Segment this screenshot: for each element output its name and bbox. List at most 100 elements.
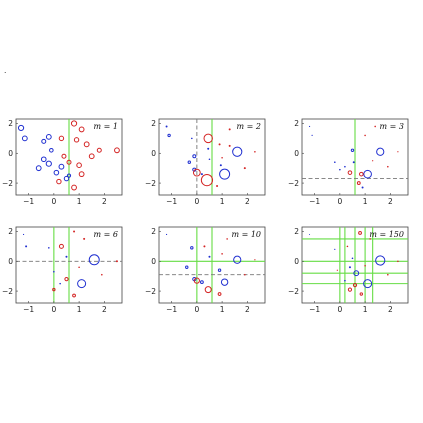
- data-point-blue: [21, 135, 28, 142]
- data-point-red: [73, 137, 80, 143]
- data-point-red: [218, 143, 221, 146]
- panel-5: −1 0 1 2 −2 0 2 m = 10: [145, 226, 266, 314]
- data-point-red: [372, 160, 374, 162]
- data-point-red: [101, 273, 103, 276]
- data-point-red: [78, 266, 80, 269]
- data-point-blue: [350, 148, 355, 152]
- data-point-blue: [344, 165, 346, 168]
- data-point-red: [76, 162, 82, 168]
- x-tick-label: 2: [102, 305, 107, 314]
- y-tick-label: 2: [294, 119, 299, 128]
- x-tick-label: −1: [166, 305, 177, 314]
- data-point-red: [254, 259, 256, 261]
- y-tick-label: 0: [294, 149, 299, 158]
- y-tick-label: 0: [151, 149, 156, 158]
- data-point-blue: [219, 168, 231, 180]
- data-point-red: [359, 171, 364, 177]
- y-tick-label: 0: [8, 149, 13, 158]
- data-point-red: [374, 125, 376, 128]
- data-point-red: [115, 260, 118, 263]
- y-tick-label: −2: [2, 287, 13, 296]
- data-point-blue: [208, 158, 211, 161]
- data-point-red: [364, 264, 366, 267]
- data-point-blue: [363, 169, 372, 179]
- data-point-blue: [344, 279, 346, 282]
- data-point-blue: [361, 186, 364, 189]
- data-point-blue: [200, 280, 204, 285]
- x-tick-label: 2: [388, 305, 393, 314]
- data-point-red: [58, 243, 64, 249]
- data-point-blue: [309, 233, 311, 235]
- data-point-blue: [88, 254, 100, 266]
- iteration-label: m = 2: [237, 122, 261, 131]
- data-point-blue: [41, 138, 47, 144]
- data-point-red: [72, 293, 76, 298]
- data-point-blue: [351, 257, 354, 260]
- iteration-label: m = 150: [369, 230, 404, 239]
- data-point-blue: [334, 248, 336, 250]
- y-tick-label: 0: [294, 257, 299, 266]
- x-tick-label: 0: [337, 305, 342, 314]
- x-tick-label: −1: [166, 197, 177, 206]
- data-point-red: [352, 283, 358, 288]
- panel-3: −1 0 1 2 −2 0 2 m = 3: [288, 118, 409, 206]
- data-point-red: [364, 134, 366, 137]
- data-point-blue: [363, 279, 373, 289]
- x-tick-label: 0: [51, 305, 56, 314]
- y-tick-label: 0: [8, 257, 13, 266]
- data-point-blue: [59, 282, 61, 285]
- data-point-blue: [376, 147, 385, 156]
- panels: −1 0 1 2 −2 0 2 m = 1 −1 0 1 2 −2 0 2 m = 2 −1 0 1 2 −2 0 2 m =…: [2, 118, 409, 314]
- data-point-blue: [40, 156, 47, 163]
- x-tick-label: −1: [23, 305, 34, 314]
- y-tick-label: 2: [8, 227, 13, 236]
- data-point-blue: [185, 265, 189, 269]
- data-point-blue: [49, 147, 54, 153]
- data-point-red: [71, 184, 77, 191]
- data-point-red: [52, 287, 56, 292]
- data-point-red: [369, 238, 371, 240]
- data-point-blue: [233, 255, 242, 264]
- data-point-red: [356, 181, 361, 185]
- data-point-red: [70, 120, 78, 127]
- data-point-blue: [65, 255, 68, 258]
- x-tick-label: −1: [309, 197, 320, 206]
- data-point-blue: [45, 133, 52, 140]
- data-point-red: [254, 150, 256, 153]
- data-point-blue: [219, 164, 222, 167]
- iteration-label: m = 1: [94, 122, 118, 131]
- stray-dot: .: [4, 66, 6, 75]
- data-point-blue: [53, 270, 55, 273]
- data-point-red: [226, 238, 228, 240]
- data-point-blue: [200, 173, 203, 176]
- data-point-blue: [348, 266, 351, 269]
- data-point-red: [336, 269, 338, 271]
- panel-6: −1 0 1 2 −2 0 2 m = 150: [288, 226, 409, 314]
- x-tick-label: −1: [23, 197, 34, 206]
- data-point-blue: [45, 160, 52, 167]
- data-point-blue: [353, 270, 360, 277]
- data-point-red: [78, 171, 85, 178]
- data-point-blue: [58, 163, 65, 170]
- x-tick-label: −1: [309, 305, 320, 314]
- x-tick-label: 1: [220, 305, 225, 314]
- y-tick-label: −2: [288, 179, 299, 188]
- y-tick-label: 2: [8, 119, 13, 128]
- y-tick-label: −2: [288, 287, 299, 296]
- x-tick-label: 2: [102, 197, 107, 206]
- data-point-red: [193, 277, 200, 284]
- data-point-red: [217, 292, 222, 296]
- data-point-red: [64, 277, 69, 282]
- data-point-blue: [339, 168, 341, 171]
- data-point-red: [387, 273, 389, 276]
- data-point-red: [96, 147, 102, 153]
- data-point-red: [88, 153, 95, 160]
- iteration-label: m = 3: [380, 122, 404, 131]
- data-point-red: [66, 159, 72, 165]
- y-tick-label: −2: [145, 179, 156, 188]
- y-tick-label: −2: [2, 179, 13, 188]
- data-point-blue: [165, 125, 168, 128]
- data-point-red: [73, 230, 76, 233]
- data-point-blue: [187, 160, 191, 164]
- data-point-red: [228, 144, 231, 147]
